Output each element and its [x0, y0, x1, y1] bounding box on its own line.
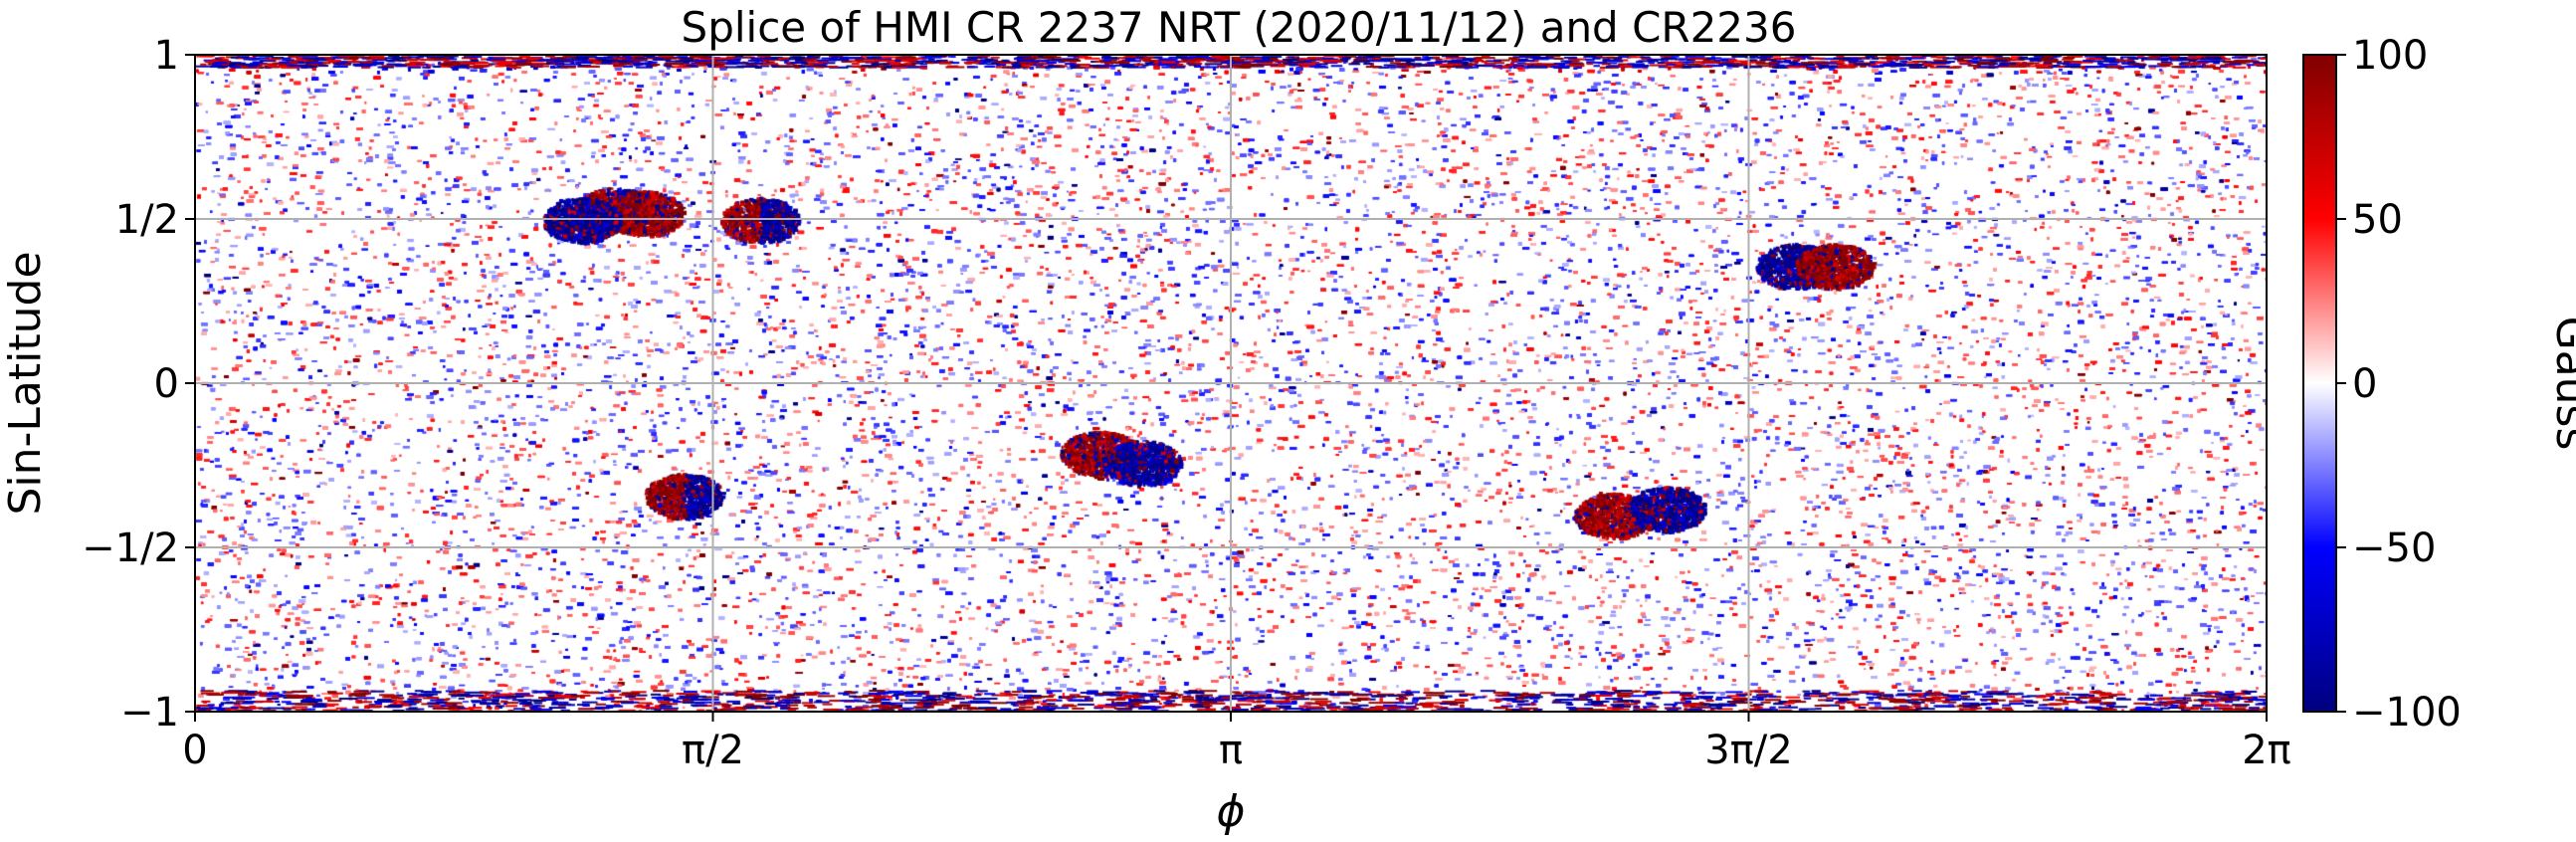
colorbar-tick-label: 100	[2352, 33, 2428, 79]
y-tick-label: −1/2	[82, 526, 179, 571]
plot-area	[194, 54, 2268, 713]
x-tick-label: 0	[182, 728, 207, 773]
y-tick-label: 0	[154, 361, 179, 407]
x-tick-label: 3π/2	[1704, 728, 1792, 773]
y-axis: 1 1/2 0 −1/2 −1	[82, 33, 195, 736]
x-tick-label: π/2	[682, 728, 744, 773]
colorbar-ticks: 100 50 0 −50 −100	[2336, 33, 2462, 736]
colorbar-label: Gauss	[2546, 316, 2576, 451]
colorbar-tick-label: 50	[2352, 197, 2403, 243]
chart-title: Splice of HMI CR 2237 NRT (2020/11/12) a…	[682, 3, 1797, 52]
y-axis-label: Sin-Latitude	[0, 251, 51, 515]
colorbar-tick-label: 0	[2352, 361, 2377, 407]
colorbar-tick-label: −100	[2352, 690, 2462, 736]
y-tick-label: 1	[154, 33, 179, 79]
x-axis-label: ϕ	[1216, 786, 1245, 837]
colorbar-tick-label: −50	[2352, 526, 2436, 571]
y-tick-label: 1/2	[115, 197, 179, 243]
colorbar	[2302, 54, 2337, 713]
x-tick-label: π	[1219, 728, 1243, 773]
grid-lines	[195, 55, 2267, 712]
x-tick-label: 2π	[2242, 728, 2291, 773]
x-axis: 0 π/2 π 3π/2 2π	[182, 712, 2291, 773]
y-tick-label: −1	[120, 690, 179, 736]
